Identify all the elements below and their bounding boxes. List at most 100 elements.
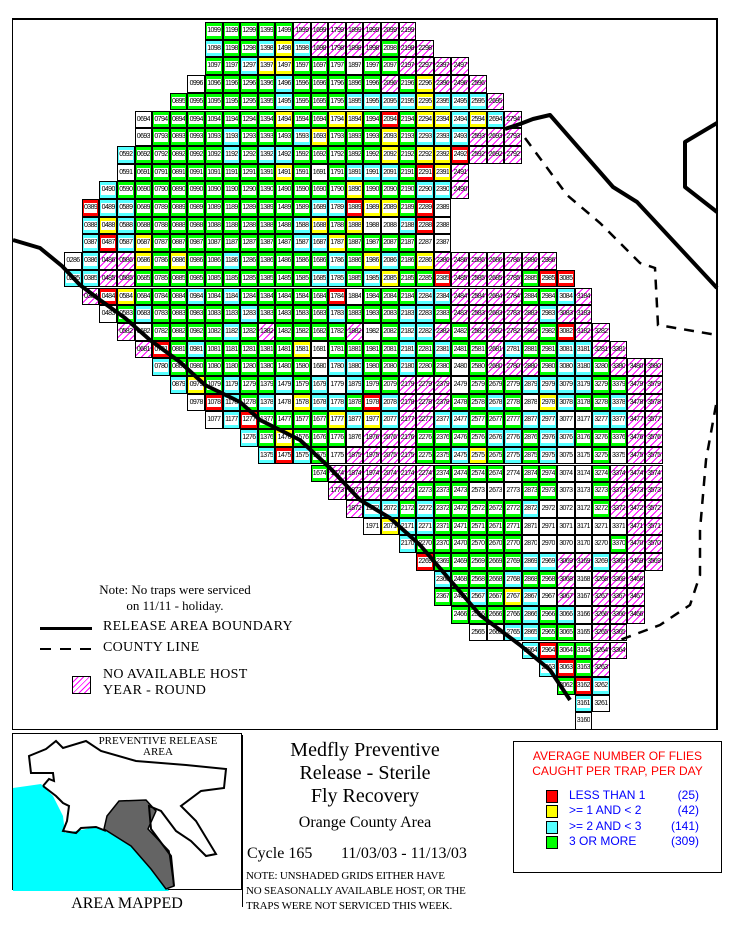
grid-cell-id: 0988 [189, 220, 203, 231]
grid-cell: 1995 [363, 92, 381, 111]
grid-cell: 1692 [310, 145, 329, 164]
grid-cell-id: 1199 [224, 26, 239, 36]
grid-cell: 1997 [363, 57, 381, 76]
grid-cell: 2496 [451, 75, 469, 93]
grid-cell: 1789 [328, 199, 346, 217]
grid-cell: 1391 [257, 163, 276, 182]
swatch-yellow [546, 805, 558, 818]
grid-cell: 2288 [416, 216, 434, 235]
boundary-line-symbol [40, 627, 92, 630]
grid-cell-id: 1188 [224, 220, 239, 231]
grid-cell-id: 0895 [171, 96, 186, 107]
grid-cell-id: 1096 [207, 79, 221, 89]
grid-cell-id: 0694 [136, 115, 150, 123]
grid-cell: 1288 [240, 216, 258, 235]
grid-cell: 0487 [99, 234, 117, 253]
grid-cell: 2091 [381, 163, 399, 182]
grid-cell: 2197 [398, 57, 417, 76]
grid-cell: 0689 [134, 199, 153, 217]
grid-cell-id: 1796 [330, 79, 344, 89]
grid-cell-id: 0787 [154, 238, 168, 249]
grid-cell-id: 1099 [207, 26, 221, 36]
grid-cell-id: 1497 [277, 61, 291, 72]
grid-cell: 1688 [310, 216, 329, 235]
grid-cell: 1194 [222, 110, 241, 129]
grid-cell: 1891 [345, 163, 364, 182]
grid-cell: 2099 [381, 22, 399, 40]
grid-cell-id: 1193 [224, 132, 239, 142]
grid-cell-id: 2093 [383, 132, 397, 142]
grid-cell-id: 1394 [259, 114, 274, 125]
grid-cell: 1795 [328, 92, 346, 111]
grid-cell: 2593 [469, 128, 487, 146]
grid-cell-id: 2396 [436, 80, 450, 88]
grid-cell-id: 0792 [154, 149, 168, 160]
grid-cell-id: 1789 [330, 203, 344, 213]
grid-cell-id: 1788 [330, 220, 344, 231]
grid-cell: 1192 [222, 145, 241, 164]
grid-cell: 1397 [257, 57, 276, 76]
grid-cell-id: 1293 [242, 132, 256, 142]
grid-cell: 2491 [451, 163, 469, 182]
grid-cell: 2098 [381, 39, 399, 58]
grid-cell-id: 1597 [295, 61, 309, 72]
grid-cell-id: 2199 [400, 27, 414, 34]
grid-cell-id: 2292 [418, 149, 432, 160]
grid-cell: 1297 [240, 57, 258, 76]
no-host-label-line2: YEAR - ROUND [103, 683, 207, 698]
grid-cell: 2594 [469, 110, 487, 129]
grid-cell-id: 0794 [154, 114, 168, 125]
grid-cell-id: 1289 [242, 203, 256, 213]
grid-cell: 2193 [398, 128, 417, 146]
grid-cell-id: 2095 [383, 96, 397, 107]
legend-count: (42) [677, 803, 699, 817]
legend-count: (25) [677, 788, 699, 802]
grid-cell: 2097 [381, 57, 399, 76]
grid-cell-id: 2595 [471, 96, 485, 107]
grid-cell: 0389 [81, 199, 100, 217]
grid-cell-id: 1494 [277, 114, 291, 125]
grid-cell-id: 0588 [119, 220, 133, 231]
grid-cell: 2189 [398, 199, 417, 217]
grid-cell-id: 1495 [277, 96, 291, 107]
grid-cell-id: 1399 [259, 26, 274, 36]
grid-cell-id: 1598 [295, 43, 309, 54]
grid-cell-id: 0489 [101, 203, 115, 213]
grid-cell: 1897 [345, 57, 364, 76]
grid-cell-id: 2089 [383, 203, 397, 213]
grid-cell-id: 1691 [312, 168, 326, 176]
swatch-green [546, 836, 558, 849]
grid-cell: 2297 [416, 57, 434, 76]
grid-cell-id: 1588 [295, 220, 309, 231]
grid-cell: 1388 [257, 216, 276, 235]
grid-cell-id: 1891 [347, 167, 362, 178]
grid-cell: 1699 [310, 22, 329, 40]
grid-cell-id: 1899 [348, 27, 362, 34]
grid-cell-id: 0789 [154, 203, 168, 213]
grid-cell-id: 0991 [189, 167, 203, 178]
legend-title-line2: CAUGHT PER TRAP, PER DAY [532, 764, 703, 778]
grid-cell: 0891 [169, 163, 188, 182]
grid-cell: 1989 [363, 199, 381, 217]
grid-cell: 1095 [205, 92, 223, 111]
grid-cell-id: 2189 [400, 203, 415, 213]
grid-cell: 1888 [345, 216, 364, 235]
grid-cell-id: 1590 [295, 185, 309, 195]
title-line1: Medfly Preventive [290, 739, 440, 761]
grid-cell: 0687 [134, 234, 153, 253]
grid-cell: 2188 [398, 216, 417, 235]
grid-cell-id: 1999 [365, 27, 379, 34]
grid-cell-id: 1994 [365, 114, 379, 125]
grid-cell-id: 1192 [224, 149, 239, 160]
grid-cell-id: 2097 [383, 61, 397, 72]
grid-cell: 2392 [433, 145, 452, 164]
grid-cell: 1292 [240, 145, 258, 164]
grid-cell-id: 2090 [383, 185, 397, 195]
grid-cell: 0987 [187, 234, 205, 253]
bottom-note-line3: TRAPS WERE NOT SERVICED THIS WEEK. [246, 900, 453, 912]
grid-cell-id: 1896 [347, 79, 362, 89]
grid-cell: 2296 [416, 75, 434, 93]
grid-cell: 1498 [275, 39, 293, 58]
grid-cell: 1792 [328, 145, 346, 164]
